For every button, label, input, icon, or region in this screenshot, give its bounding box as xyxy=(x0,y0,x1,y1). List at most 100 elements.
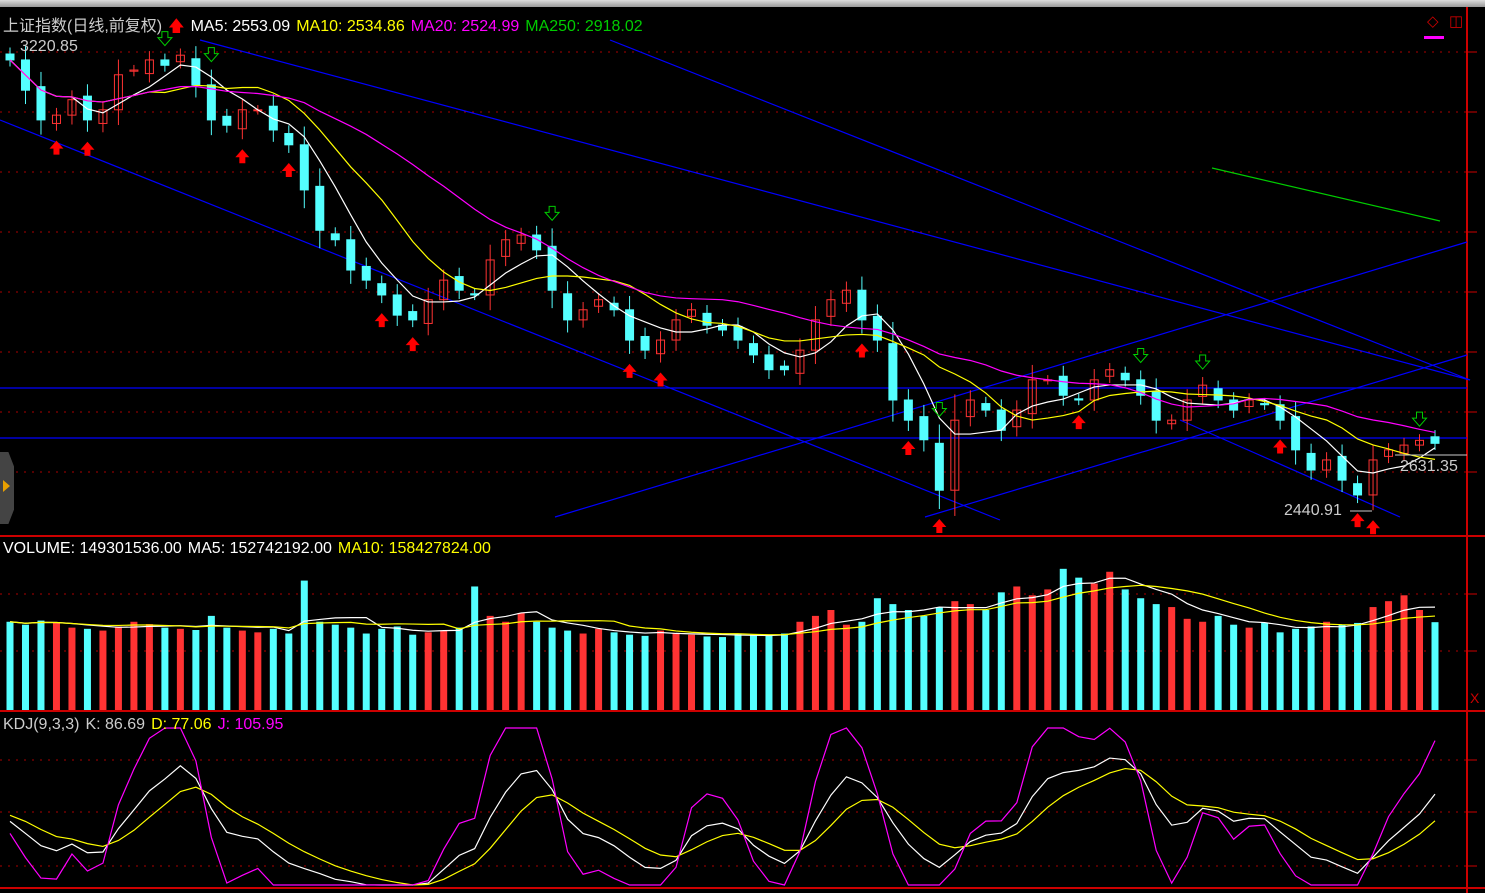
ma250-label: MA250: 2918.02 xyxy=(525,18,643,35)
candle xyxy=(129,69,139,72)
volume-bar xyxy=(827,610,835,710)
candle xyxy=(1337,455,1347,481)
candle xyxy=(625,309,635,341)
volume-bar xyxy=(796,621,804,710)
candle xyxy=(1105,369,1115,377)
volume-bar xyxy=(1059,568,1067,710)
candle xyxy=(872,315,882,341)
candle xyxy=(748,343,758,356)
volume-bar xyxy=(1106,571,1114,710)
candle xyxy=(439,279,449,301)
buy-signal-arrow-icon xyxy=(932,519,947,534)
volume-bar xyxy=(1416,610,1424,710)
candle xyxy=(1244,399,1254,408)
volume-bar xyxy=(1431,622,1439,710)
candle xyxy=(934,442,944,491)
candle xyxy=(1167,419,1177,425)
diamond-icon[interactable]: ◇ xyxy=(1427,13,1439,30)
collapse-panel-tab[interactable] xyxy=(0,452,14,524)
candle xyxy=(1229,399,1239,411)
kdj-label: KDJ(9,3,3) xyxy=(3,716,80,733)
candle xyxy=(175,54,185,63)
volume-bar xyxy=(161,627,169,710)
candle xyxy=(950,419,960,491)
volume-bar xyxy=(1199,621,1207,710)
candle xyxy=(1275,404,1285,421)
volume-bar xyxy=(254,632,262,710)
volume-bar xyxy=(21,624,29,710)
candle xyxy=(1120,372,1130,381)
ma250-line xyxy=(1211,167,1441,222)
volume-bar xyxy=(842,624,850,710)
close-panel-icon[interactable]: X xyxy=(1470,690,1480,706)
volume-bar xyxy=(114,626,122,710)
volume-bar xyxy=(517,612,525,710)
ma10-line xyxy=(9,59,1436,460)
candle xyxy=(702,312,712,326)
ma20-label: MA20: 2524.99 xyxy=(410,18,520,35)
volume-bar xyxy=(316,621,324,710)
chart-title: 上证指数(日线,前复权) xyxy=(3,18,163,35)
sell-signal-arrow-icon xyxy=(1194,354,1211,370)
low-price-label: 2440.91 xyxy=(1284,502,1342,519)
candle xyxy=(1291,416,1301,451)
volume-bar xyxy=(6,621,14,710)
volume-bar xyxy=(1276,632,1284,710)
j-line xyxy=(9,727,1436,886)
d-line xyxy=(9,767,1436,886)
volume-bar xyxy=(858,621,866,710)
volume-label: VOLUME: 149301536.00 xyxy=(3,540,182,557)
last-price-label: 2631.35 xyxy=(1400,458,1458,475)
d-label: D: 77.06 xyxy=(151,716,212,733)
menu-dots-icon xyxy=(1424,36,1444,39)
trend-line xyxy=(0,119,1001,521)
volume-bar xyxy=(1168,607,1176,710)
candle xyxy=(640,335,650,351)
ma20-line xyxy=(9,59,1436,434)
candle xyxy=(51,114,61,124)
candle xyxy=(392,294,402,316)
candle xyxy=(361,265,371,281)
candle xyxy=(346,239,356,271)
candle xyxy=(501,239,511,257)
volume-bar xyxy=(424,632,432,710)
volume-bar xyxy=(1385,601,1393,710)
volume-bar xyxy=(1137,598,1145,710)
candle xyxy=(5,53,15,61)
candle xyxy=(903,399,913,421)
candle xyxy=(1430,436,1440,444)
candle xyxy=(160,59,170,66)
candle xyxy=(1322,459,1332,471)
candle xyxy=(284,133,294,146)
buy-signal-arrow-icon xyxy=(235,149,250,164)
layout-toggle-icon[interactable]: ◫ xyxy=(1449,13,1464,30)
candle xyxy=(1182,399,1192,421)
candle xyxy=(532,234,542,251)
candle xyxy=(733,325,743,341)
up-arrow-icon: 🡅 xyxy=(168,18,185,35)
candle xyxy=(841,289,851,304)
volume-bar xyxy=(719,637,726,710)
candle xyxy=(237,109,247,130)
buy-signal-arrow-icon xyxy=(901,440,916,455)
high-price-label: 3220.85 xyxy=(20,38,78,55)
volume-bar xyxy=(440,630,448,710)
volume-bar xyxy=(83,628,91,710)
buy-signal-arrow-icon xyxy=(374,313,389,328)
volume-bar xyxy=(1044,589,1052,710)
volume-bar xyxy=(1354,622,1362,710)
k-line xyxy=(9,757,1436,886)
volume-bar xyxy=(68,627,76,710)
ma5-label: MA5: 2553.09 xyxy=(190,18,291,35)
volume-bar xyxy=(595,628,603,710)
volume-bar xyxy=(1183,618,1191,710)
volume-bar xyxy=(997,592,1005,710)
volume-bar xyxy=(1245,627,1253,710)
buy-signal-arrow-icon xyxy=(80,141,95,156)
candle xyxy=(826,299,836,317)
volume-bar xyxy=(641,635,649,710)
buy-signal-arrow-icon xyxy=(1273,439,1288,454)
volume-bar xyxy=(533,621,541,710)
j-label: J: 105.95 xyxy=(217,716,284,733)
